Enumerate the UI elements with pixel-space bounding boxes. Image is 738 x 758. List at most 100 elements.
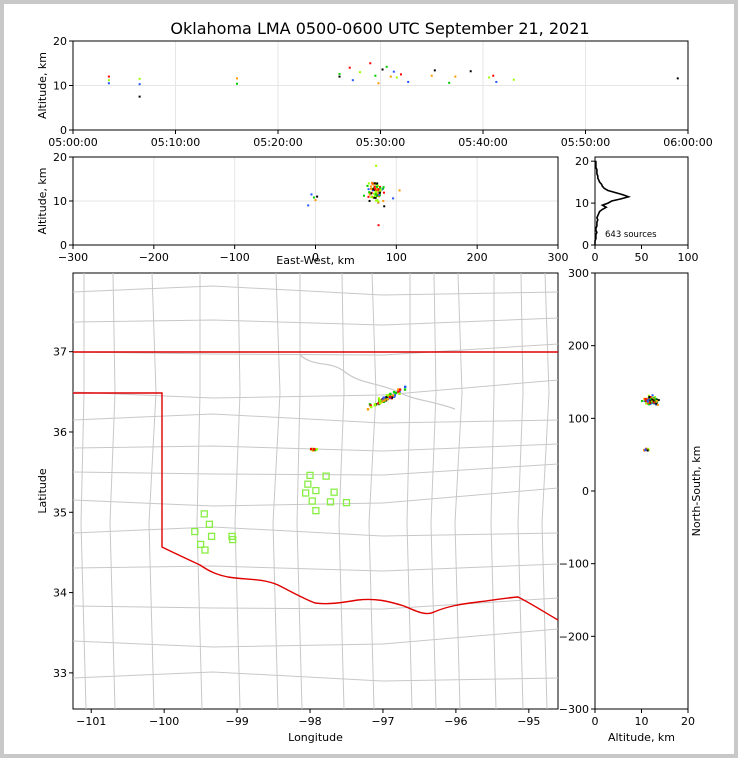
source-point: [388, 395, 392, 399]
y-tick-label: 300: [568, 267, 589, 280]
histogram-bin: [595, 160, 597, 162]
axes-frame: [594, 272, 689, 710]
source-point: [363, 194, 365, 197]
histogram-bin: [611, 200, 613, 202]
source-point: [386, 397, 389, 401]
lma-station-marker: [312, 507, 320, 515]
source-point: [651, 398, 654, 401]
source-point: [372, 192, 375, 195]
x-tick-label: 05:20:00: [253, 136, 302, 149]
x-tick-label: 20: [681, 715, 695, 728]
lma-station-marker: [306, 471, 314, 479]
source-point: [381, 68, 384, 71]
county-line: [72, 379, 559, 399]
source-point: [338, 72, 341, 75]
source-point: [374, 196, 377, 199]
y-tick-label: 0: [582, 485, 589, 498]
source-point: [384, 398, 388, 401]
source-point: [393, 394, 396, 397]
x-tick-label: −300: [58, 251, 88, 264]
source-point: [107, 82, 110, 85]
county-line: [490, 273, 497, 710]
source-point: [403, 385, 407, 389]
source-point: [378, 193, 381, 196]
source-point: [676, 77, 679, 80]
histogram-bin: [605, 206, 607, 208]
source-point: [647, 402, 650, 405]
x-tick-label: 05:00:00: [48, 136, 97, 149]
y-tick-label: 0: [582, 239, 589, 252]
source-point: [376, 199, 379, 202]
source-point: [370, 188, 373, 191]
source-point: [382, 187, 385, 190]
source-point: [395, 76, 398, 79]
y-tick-label: −100: [559, 558, 589, 571]
source-point: [377, 189, 380, 192]
y-tick-label: 35: [53, 506, 67, 519]
source-point: [389, 392, 392, 396]
histogram-bin: [597, 219, 599, 221]
y-tick-label: −300: [559, 703, 589, 716]
x-tick-label: −101: [76, 715, 106, 728]
source-point: [433, 69, 436, 72]
figure-title: Oklahoma LMA 0500-0600 UTC September 21,…: [170, 19, 589, 38]
county-line: [541, 272, 550, 710]
source-point: [375, 187, 378, 190]
source-point: [370, 196, 373, 199]
source-point: [369, 185, 372, 188]
source-point: [653, 401, 656, 404]
y-tick-label: 0: [60, 124, 67, 137]
source-point: [396, 388, 400, 391]
x-tick-label: 0: [312, 251, 319, 264]
source-point: [107, 75, 110, 78]
source-point: [367, 195, 370, 198]
source-point: [389, 75, 392, 78]
x-tick-label: −200: [139, 251, 169, 264]
source-point: [369, 404, 372, 407]
source-point: [236, 82, 238, 85]
x-tick-label: −97: [371, 715, 394, 728]
source-point: [657, 399, 660, 402]
source-point: [375, 199, 378, 202]
source-point: [649, 399, 652, 402]
source-point: [359, 71, 361, 74]
source-point: [377, 402, 380, 405]
source-point: [348, 66, 351, 69]
source-point: [392, 197, 395, 200]
altitude-histogram-panel: 0 50 100 0 10 20 643 sources: [575, 155, 699, 264]
source-point: [369, 62, 372, 65]
source-point: [382, 191, 385, 194]
histogram-bin: [599, 210, 601, 213]
source-point: [375, 185, 378, 188]
county-line: [72, 413, 559, 424]
x-tick-label: 100: [386, 251, 407, 264]
source-point: [372, 196, 375, 199]
source-point: [382, 399, 385, 403]
county-line: [299, 354, 456, 410]
histogram-bin: [596, 221, 598, 223]
y-tick-label: 10: [53, 195, 67, 208]
source-point: [138, 77, 141, 80]
x-tick-label: −95: [517, 715, 540, 728]
source-point: [380, 188, 383, 191]
source-point: [374, 194, 377, 197]
source-point: [377, 224, 380, 227]
source-point: [398, 388, 402, 391]
source-point: [430, 74, 433, 77]
source-point: [647, 448, 650, 451]
histogram-bin: [596, 231, 598, 234]
x-tick-label: 100: [678, 251, 699, 264]
source-point: [315, 448, 318, 451]
x-tick-label: 0: [592, 251, 599, 264]
y-tick-label: −200: [559, 630, 589, 643]
county-line: [72, 628, 559, 648]
x-tick-label: −96: [444, 715, 467, 728]
source-point: [378, 399, 382, 402]
source-point: [376, 194, 379, 197]
source-point: [138, 95, 141, 98]
source-point: [385, 65, 388, 68]
source-point: [373, 196, 376, 199]
county-line: [72, 563, 559, 572]
